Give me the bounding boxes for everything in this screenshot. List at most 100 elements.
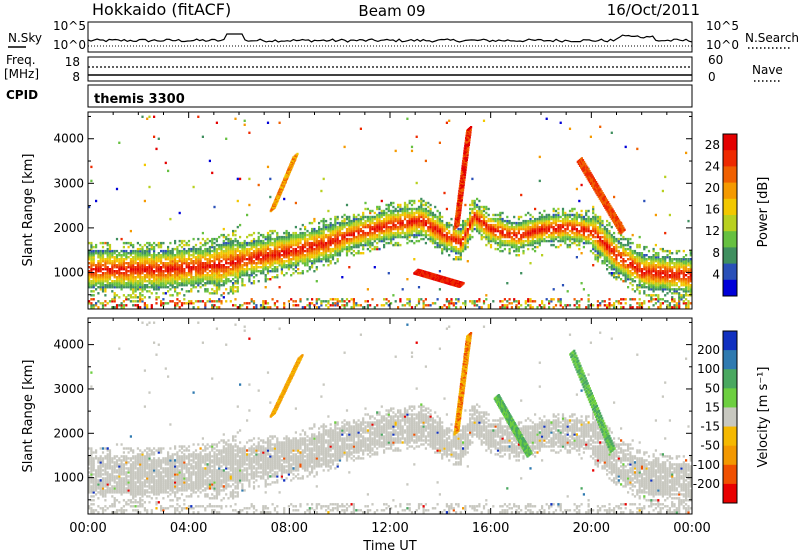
power-cell [420, 203, 423, 207]
power-cell [234, 272, 237, 275]
power-cell [334, 227, 337, 231]
power-cell [132, 304, 135, 307]
power-cell [171, 266, 174, 269]
power-cell [108, 249, 112, 253]
power-cell [257, 252, 260, 255]
power-cell [436, 243, 439, 247]
power-cell [283, 260, 286, 263]
power-cell [608, 252, 611, 255]
power-cell [146, 256, 149, 259]
power-cell [315, 260, 318, 263]
power-cell [373, 306, 376, 309]
power-cell [199, 245, 202, 249]
power-cell [355, 245, 358, 249]
power-cell [146, 258, 149, 261]
power-cell [410, 145, 414, 149]
power-cell [573, 219, 576, 223]
power-cell [617, 252, 620, 255]
power-cell [108, 286, 112, 289]
power-cell [299, 300, 302, 303]
power-cell [343, 225, 346, 229]
power-cell [406, 225, 409, 229]
power-cell [206, 278, 209, 281]
power-cell [445, 247, 448, 251]
power-cell [534, 221, 537, 225]
power-cell [280, 241, 283, 245]
power-cell [436, 298, 439, 301]
power-cell [359, 233, 362, 237]
power-cell [294, 262, 297, 265]
power-cell [557, 223, 560, 227]
power-cell [101, 290, 105, 293]
power-cell [148, 286, 151, 289]
power-cell [564, 239, 567, 243]
power-cell [111, 272, 114, 275]
power-cell [661, 260, 664, 263]
power-cell [508, 231, 511, 235]
power-cell [608, 247, 611, 251]
power-cell [429, 229, 432, 233]
power-cell [373, 217, 376, 221]
power-cell [348, 221, 351, 225]
power-cell [661, 270, 664, 273]
power-cell [659, 247, 662, 251]
power-cell [359, 229, 362, 233]
power-cell [496, 221, 500, 225]
power-cell [243, 284, 246, 287]
power-cell [522, 225, 525, 229]
power-cell [299, 252, 302, 255]
power-cell [369, 304, 372, 307]
power-cell [478, 223, 481, 227]
power-cell [204, 282, 207, 285]
power-cell [390, 225, 393, 229]
power-cell [127, 298, 130, 301]
power-cell [211, 256, 214, 259]
power-cell [501, 221, 504, 225]
power-cell [180, 266, 184, 269]
power-cell [345, 245, 349, 249]
power-cell [638, 274, 641, 277]
power-cell [362, 213, 365, 217]
power-cell [413, 223, 416, 227]
power-cell [311, 264, 314, 267]
power-cell [359, 239, 362, 243]
power-cell [157, 260, 160, 263]
power-cell [92, 256, 95, 259]
power-cell [201, 264, 204, 267]
power-cell [311, 229, 314, 233]
power-cell [106, 268, 109, 271]
power-cell [664, 264, 667, 267]
power-cell [627, 266, 630, 269]
power-cell [417, 223, 421, 227]
power-cell [297, 235, 300, 239]
power-cell [352, 231, 355, 235]
power-cell [399, 225, 402, 229]
power-cell [220, 278, 223, 281]
power-cell [629, 272, 632, 275]
power-cell [575, 215, 578, 219]
power-cell [194, 252, 198, 255]
power-cell [506, 241, 509, 245]
power-cell [222, 292, 225, 295]
power-cell [178, 284, 181, 287]
power-cell [624, 302, 627, 305]
power-cell [266, 233, 270, 237]
power-cell [438, 245, 441, 249]
power-cell [478, 205, 481, 209]
power-cell [132, 290, 135, 293]
power-cell [266, 256, 270, 259]
power-cell [390, 235, 393, 239]
power-cell [146, 266, 149, 269]
power-cell [352, 300, 355, 303]
power-cell [531, 227, 534, 231]
power-cell [403, 231, 407, 235]
power-cell [578, 237, 581, 241]
power-cell [517, 306, 520, 309]
power-cell [273, 247, 276, 251]
power-cell [441, 233, 444, 237]
cpid-frame [87, 84, 693, 108]
power-cell [441, 219, 444, 223]
power-cell [204, 256, 207, 259]
power-cell [227, 247, 230, 251]
power-cell [403, 217, 407, 221]
